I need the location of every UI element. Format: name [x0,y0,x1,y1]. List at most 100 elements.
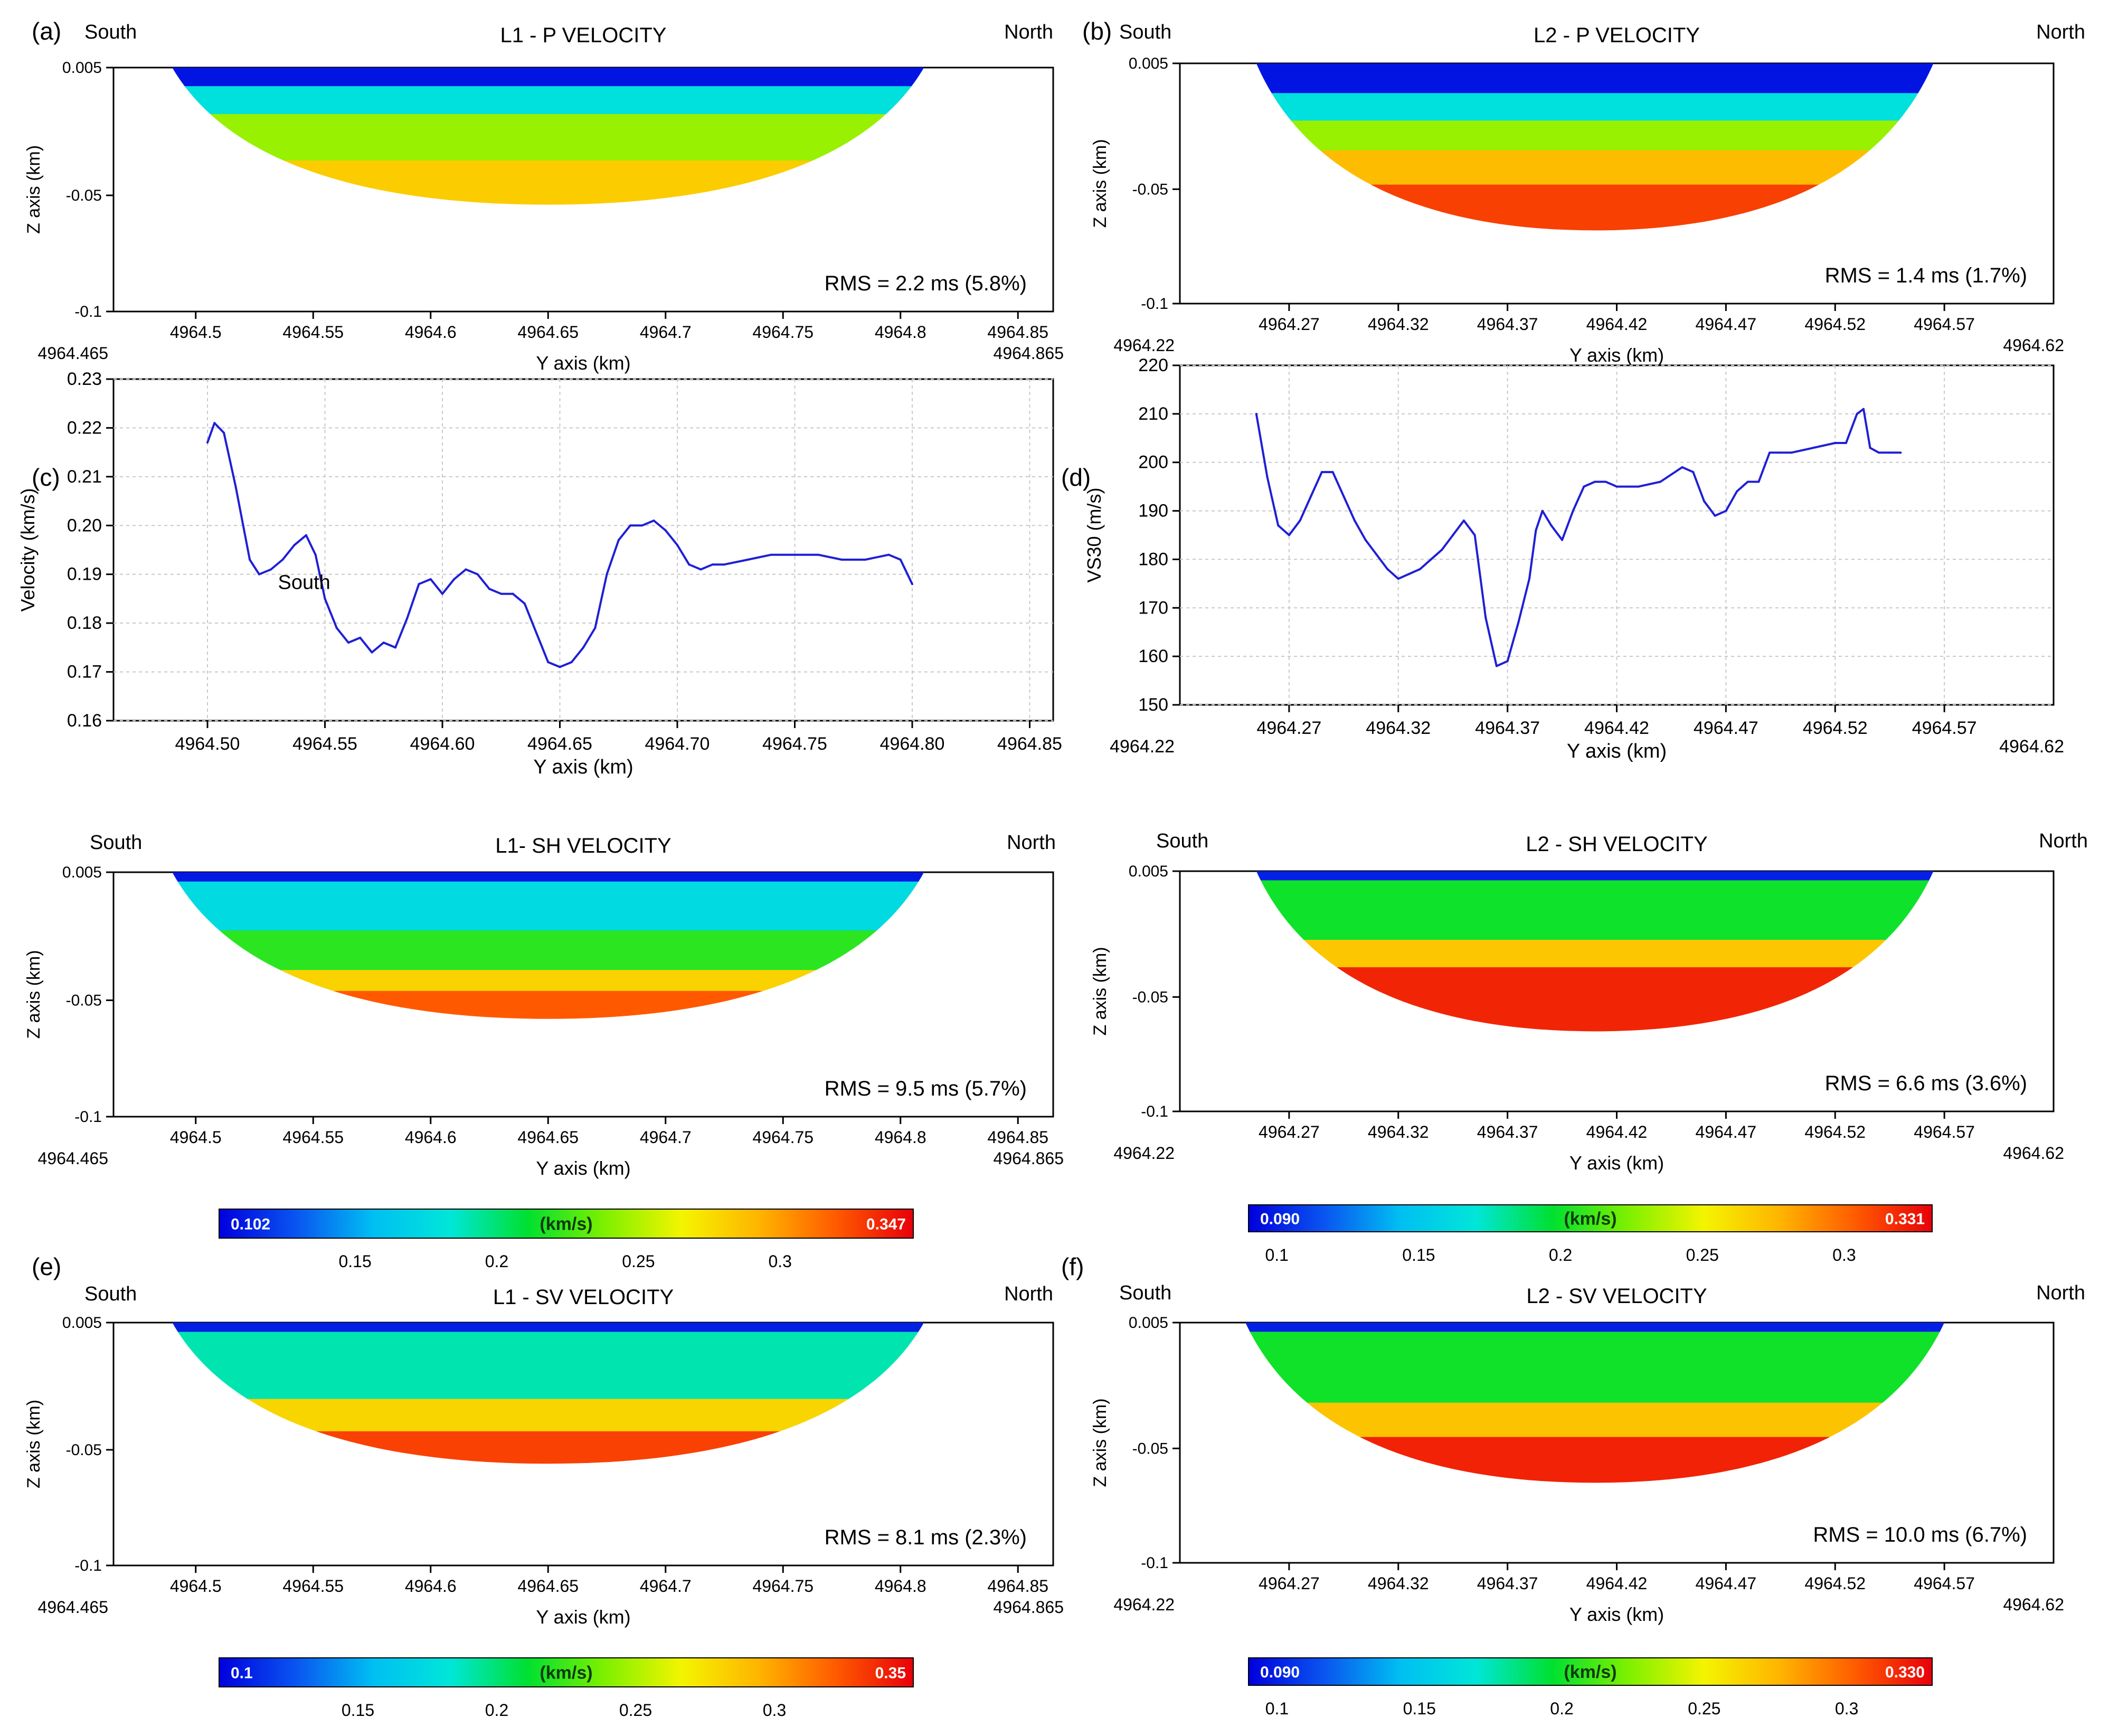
y-tick-label: 0.21 [67,467,102,487]
velocity-layer [1245,1402,1945,1438]
chart-panel-4: 150 160 170 180 190 200 210 220 4964.27 4964.32 49… [1061,355,2064,762]
data-point [500,592,503,595]
data-point [1856,412,1858,415]
data-point [1299,519,1301,522]
colorbar [219,1657,914,1687]
data-point [324,597,326,600]
data-point [817,553,819,556]
velocity-layer [1256,120,1934,151]
colorbar-unit: (km/s) [540,1663,592,1683]
panel-letter: (d) [1061,464,1091,491]
data-point [1594,480,1596,483]
south-label: South [90,832,142,854]
data-point [418,583,420,586]
data-point [1583,485,1585,488]
data-point [1320,471,1323,474]
data-point [1878,451,1880,454]
data-point [1703,500,1705,503]
data-point [723,563,725,566]
data-point [1869,447,1871,449]
x-tick-label: 4964.52 [1804,1122,1866,1141]
data-point [699,568,702,571]
data-point [305,534,307,536]
data-point [594,627,597,629]
y-tick-label: 220 [1138,355,1168,375]
x-tick-label: 4964.75 [762,734,827,754]
chart-panel-6: 0.005 -0.05 -0.1 4964.27 4964.32 4964.37 4964.… [1090,830,2088,1265]
y-tick-label: -0.05 [66,1441,102,1459]
x-axis-label: Y axis (km) [1567,740,1667,762]
x-edge-label-left: 4964.465 [38,1598,108,1617]
x-tick-label: 4964.42 [1586,315,1648,334]
velocity-layer [172,930,924,971]
colorbar-min-label: 0.090 [1260,1664,1300,1681]
y-tick-label: 200 [1138,452,1168,473]
x-tick-label: 4964.32 [1366,718,1431,738]
x-tick-label: 4964.27 [1259,1122,1320,1141]
data-point [1495,665,1498,667]
x-tick-label: 4964.85 [987,1577,1048,1596]
data-point [1725,510,1727,512]
data-point [711,563,714,566]
x-tick-label: 4964.5 [170,323,222,342]
x-edge-label-right: 4964.62 [1999,737,2064,757]
y-tick-label: 190 [1138,501,1168,521]
data-point [606,573,608,575]
x-tick-label: 4964.32 [1368,315,1429,334]
panel-title: L2 - SV VELOCITY [1526,1285,1707,1308]
data-point [465,568,467,571]
south-label: South [84,1283,137,1305]
data-point [676,544,678,546]
data-point [234,485,237,488]
x-tick-label: 4964.27 [1259,315,1320,334]
x-tick-label: 4964.5 [170,1577,222,1596]
x-tick-label: 4964.32 [1368,1574,1429,1593]
y-axis-label: Z axis (km) [24,145,44,234]
x-axis-label: Y axis (km) [1569,1603,1664,1625]
y-axis-label: Z axis (km) [24,1400,44,1488]
x-edge-label-left: 4964.22 [1110,737,1175,757]
x-edge-label-right: 4964.865 [994,344,1064,363]
panel-letter: (a) [32,17,61,45]
velocity-layer [1256,93,1934,121]
x-tick-label: 4964.57 [1914,1122,1975,1141]
data-point [1528,578,1530,580]
panel-title: L2 - SH VELOCITY [1526,833,1708,856]
colorbar-tick-label: 0.2 [1550,1699,1573,1718]
data-point [793,553,796,556]
data-point [1659,480,1662,483]
y-tick-label: -0.05 [1132,1440,1168,1457]
velocity-layer [172,68,924,87]
data-point [1255,412,1257,415]
x-tick-label: 4964.37 [1477,1122,1538,1141]
y-tick-label: 0.005 [1129,55,1168,72]
rms-label: RMS = 6.6 ms (3.6%) [1825,1072,2027,1095]
colorbar-tick-label: 0.15 [342,1701,374,1720]
y-tick-label: 0.17 [67,662,102,682]
colorbar-min-label: 0.102 [231,1216,270,1233]
data-point [1288,534,1290,536]
velocity-layer [1245,1323,1945,1333]
colorbar-tick-label: 0.2 [485,1252,508,1271]
south-label: South [84,21,137,43]
y-tick-label: -0.05 [66,992,102,1009]
data-point [476,573,479,575]
data-point [547,661,550,664]
colorbar-tick-label: 0.3 [763,1701,786,1720]
x-tick-label: 4964.60 [410,734,475,754]
x-axis-label: Y axis (km) [1569,344,1664,366]
series-line [1255,408,1901,667]
data-point [213,422,216,424]
colorbar-min-label: 0.090 [1260,1211,1300,1228]
x-tick-label: 4964.65 [527,734,592,754]
x-tick-label: 4964.7 [640,323,692,342]
north-label: North [1004,1283,1053,1305]
x-tick-label: 4964.37 [1477,1574,1538,1593]
y-tick-label: 170 [1138,598,1168,618]
x-edge-label-left: 4964.22 [1113,1595,1175,1614]
data-point [249,558,251,561]
x-tick-label: 4964.70 [645,734,710,754]
x-tick-label: 4964.85 [997,734,1062,754]
annotation-label: South [278,571,330,593]
